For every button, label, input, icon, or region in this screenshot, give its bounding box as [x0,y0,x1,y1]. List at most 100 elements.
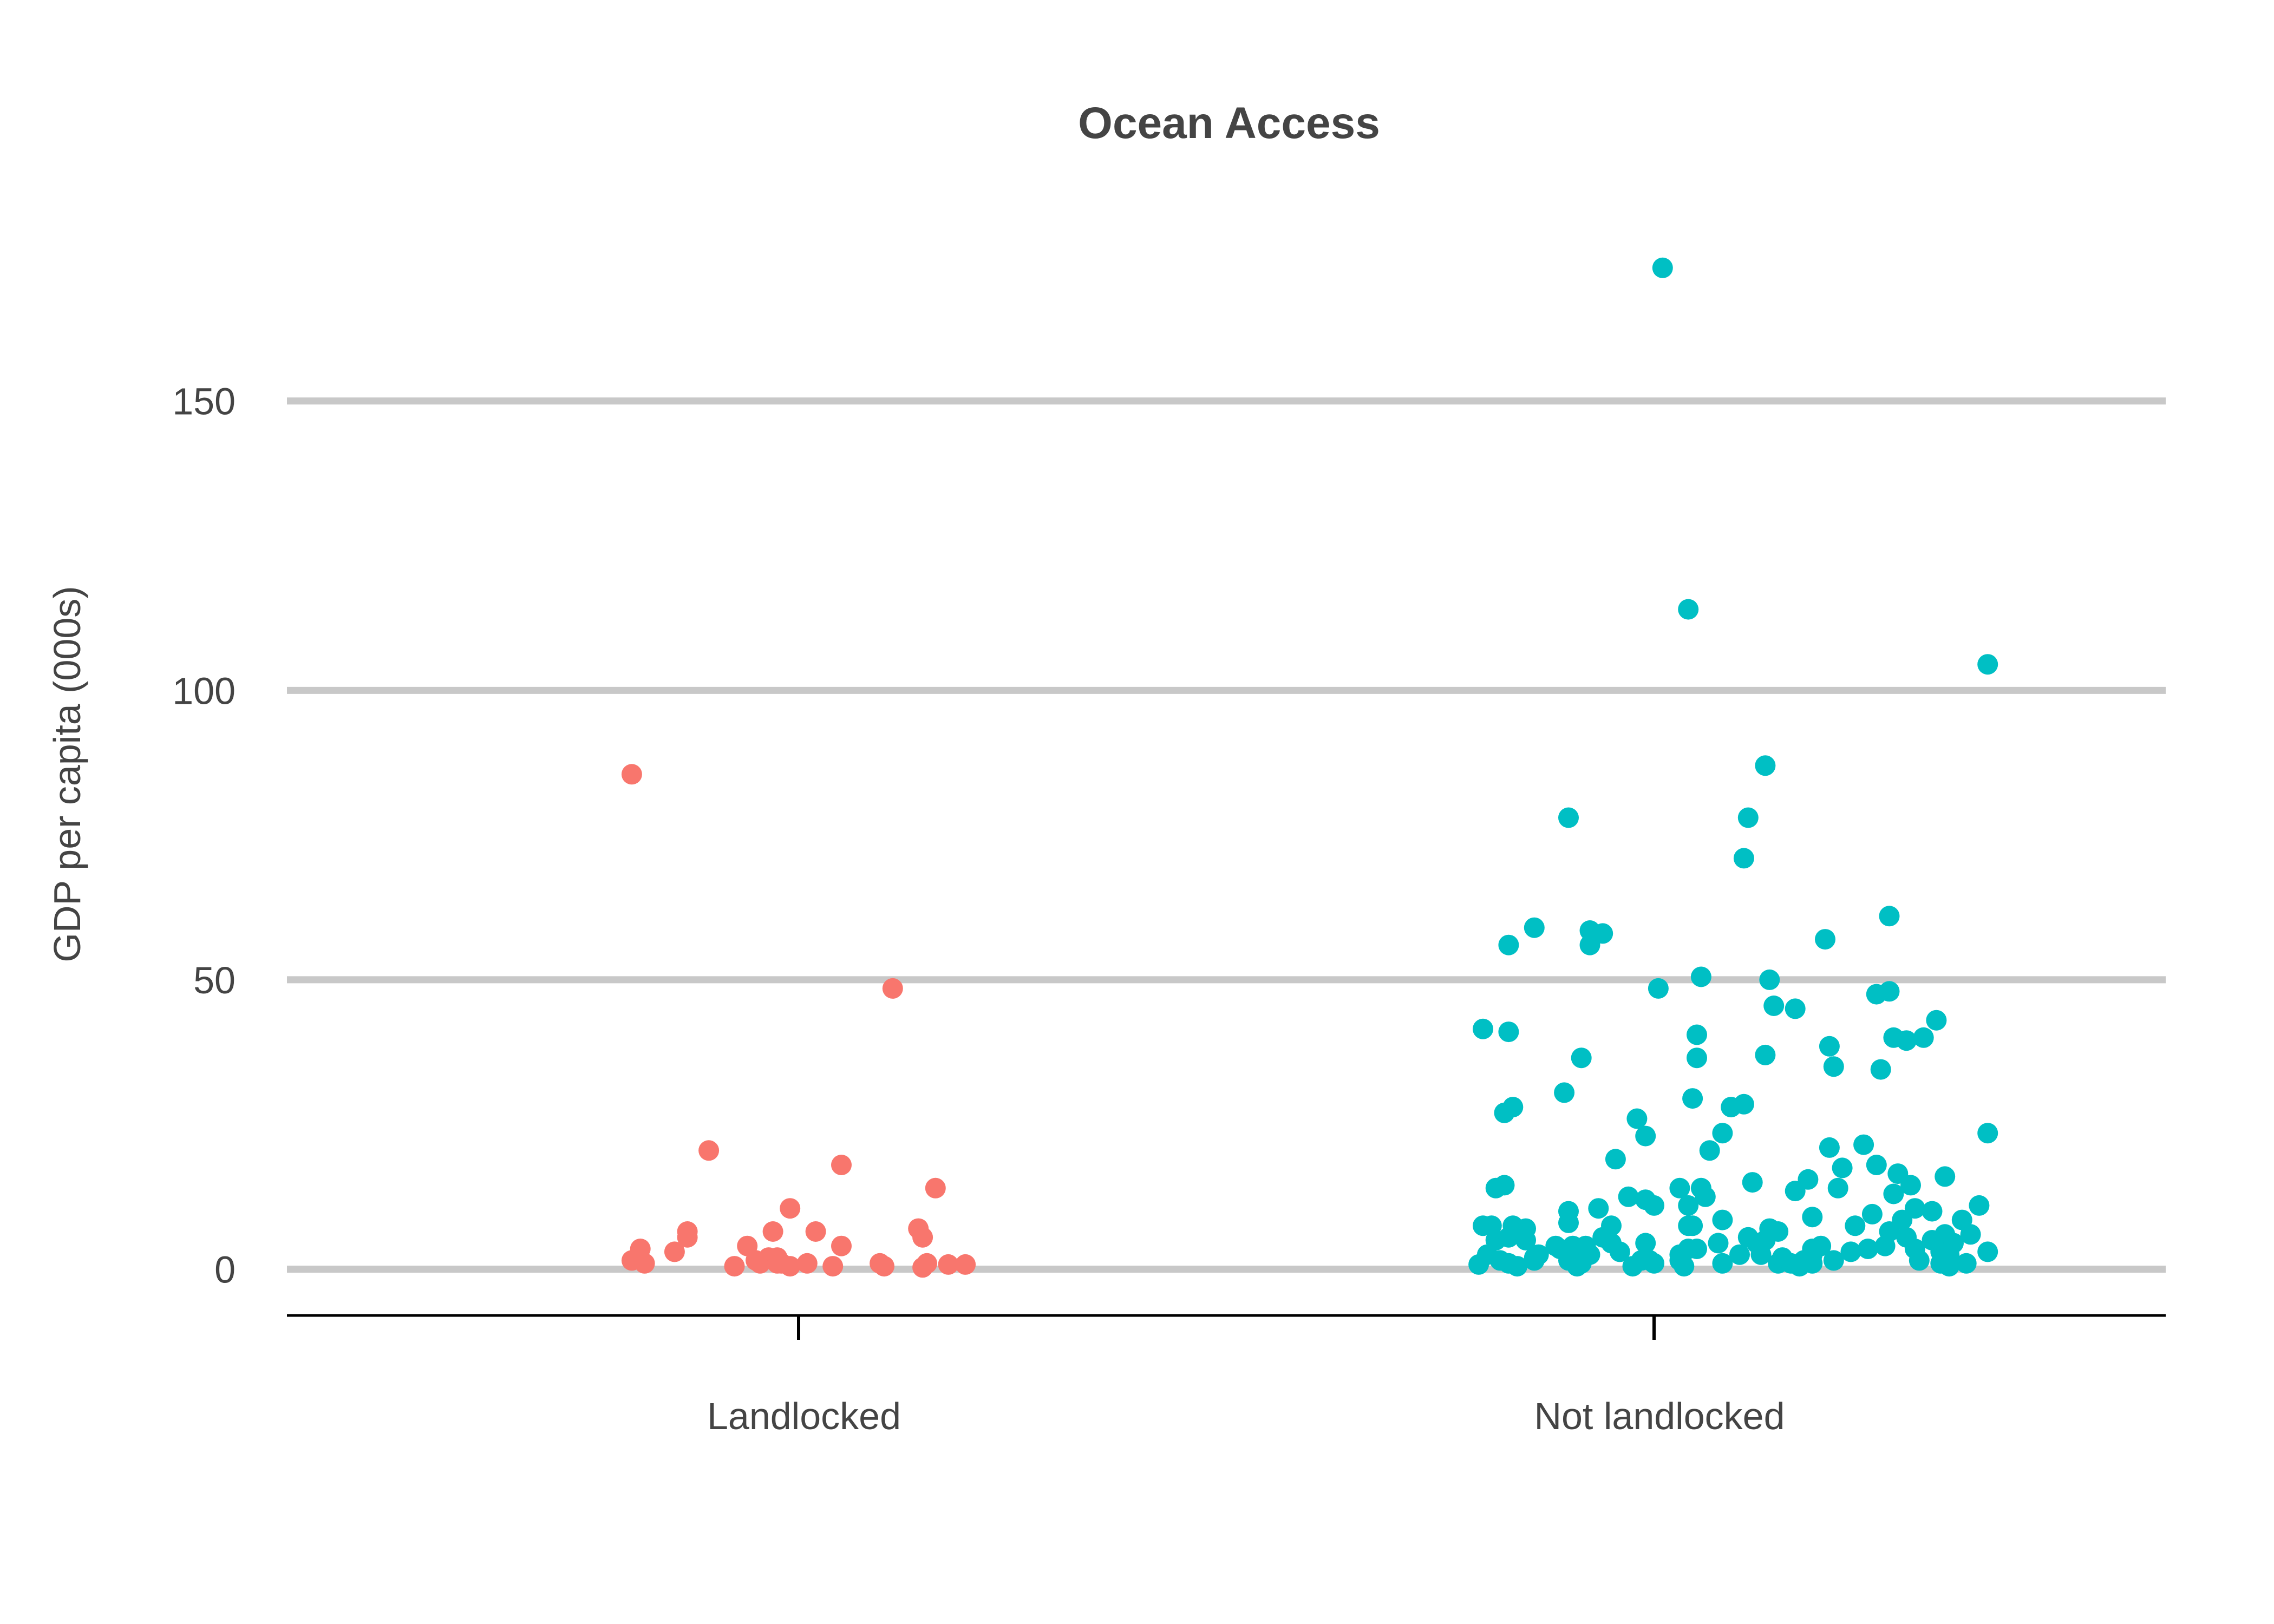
y-tick-label: 100 [172,670,236,712]
data-point [1712,1123,1733,1144]
data-point [780,1198,801,1219]
data-point [1678,1195,1699,1216]
data-point [1832,1157,1853,1178]
data-point [1635,1125,1656,1147]
data-point [1742,1172,1763,1193]
data-point [1626,1108,1648,1129]
data-point [1674,1256,1695,1277]
data-point [1635,1233,1656,1254]
chart-title: Ocean Access [1078,99,1380,148]
data-point [1763,996,1785,1016]
data-point [1588,1198,1609,1219]
data-point [1669,1177,1690,1199]
data-point [1601,1215,1622,1236]
data-point [1960,1224,1981,1245]
data-point [1922,1201,1943,1222]
data-point [1498,1021,1519,1043]
data-point [677,1221,698,1242]
data-point [1823,1056,1844,1077]
data-point [1652,257,1673,278]
data-point [1840,1241,1861,1262]
data-point [955,1254,976,1275]
data-point [1690,966,1711,987]
data-points [621,257,1998,1278]
series-not-landlocked [1468,257,1998,1277]
data-point [1904,1198,1925,1219]
data-point [1528,1244,1549,1265]
data-point [1644,1253,1664,1274]
data-point [1699,1140,1720,1161]
data-point [698,1140,720,1161]
data-point [1802,1207,1823,1228]
data-point [1571,1047,1592,1069]
x-tick-label: Landlocked [707,1395,901,1437]
y-axis-title: GDP per capita (000s) [46,586,88,962]
data-point [1579,1244,1600,1265]
data-point [1648,978,1669,999]
data-point [1733,1093,1754,1115]
data-point [1896,1030,1917,1051]
data-point [1524,917,1545,938]
series-landlocked [621,764,976,1278]
data-point [1913,1027,1934,1048]
data-point [1977,1123,1998,1144]
data-point [1969,1195,1990,1216]
data-point [912,1227,933,1248]
data-point [1618,1186,1639,1207]
data-point [1558,1201,1579,1222]
data-point [1755,755,1776,776]
data-point [938,1254,959,1275]
data-point [1687,1024,1707,1045]
data-point [925,1177,946,1199]
axis-labels: 0 50 100 150 Landlocked Not landlocked [172,381,1785,1437]
data-point [1827,1177,1848,1199]
data-point [1712,1253,1733,1274]
data-point [1737,807,1759,828]
data-point [1956,1253,1977,1274]
gridlines [287,397,2166,1273]
data-point [664,1241,685,1262]
data-point [874,1256,894,1277]
data-point [1768,1221,1789,1242]
data-point [1644,1195,1664,1216]
data-point [1729,1244,1750,1265]
data-point [1554,1082,1575,1103]
data-point [1861,1203,1883,1224]
data-point [1819,1036,1840,1057]
data-point [1943,1233,1964,1254]
data-point [1498,934,1519,955]
data-point [1515,1218,1536,1239]
data-point [805,1221,826,1242]
data-point [1858,1239,1878,1259]
data-point [1926,1010,1947,1031]
y-tick-label: 0 [214,1248,236,1291]
data-point [1845,1215,1866,1236]
data-point [1712,1209,1733,1230]
data-point [1755,1044,1776,1065]
data-point [1759,969,1780,990]
data-point [1682,1215,1703,1236]
data-point [621,764,642,785]
data-point [1605,1149,1626,1170]
x-tick-label: Not landlocked [1534,1395,1785,1437]
data-point [1494,1175,1515,1196]
data-point [1879,906,1900,927]
data-point [1687,1047,1707,1069]
data-point [1879,981,1900,1002]
data-point [1785,998,1806,1019]
data-point [1798,1169,1819,1190]
y-tick-label: 50 [193,959,236,1001]
data-point [1870,1059,1891,1080]
data-point [1502,1097,1524,1118]
data-point [762,1221,783,1242]
data-point [1678,599,1699,620]
data-point [724,1256,745,1277]
data-point [634,1253,655,1274]
data-point [1473,1018,1493,1039]
data-point [1977,1241,1998,1262]
data-point [882,978,903,999]
data-point [1866,1155,1887,1175]
data-point [1823,1250,1844,1271]
data-point [1682,1088,1703,1109]
